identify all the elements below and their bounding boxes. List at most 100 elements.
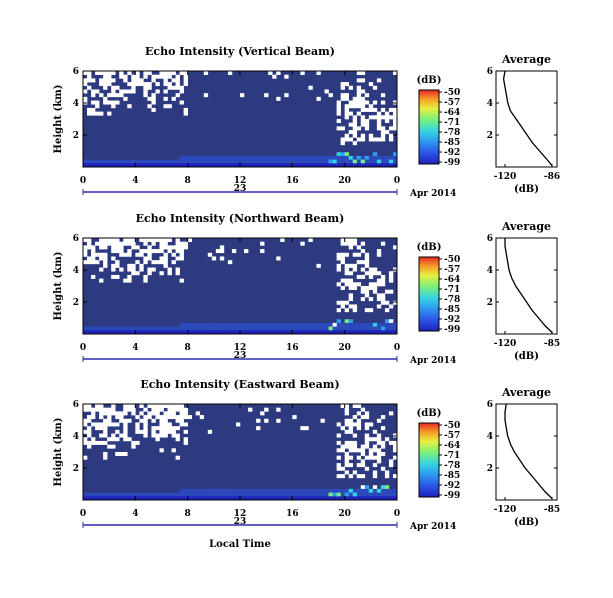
colorbar-tick-label: -78: [444, 128, 460, 138]
no-data-cell: [87, 444, 92, 449]
no-data-cell: [179, 89, 184, 94]
echo-cell: [288, 330, 293, 334]
echo-cell: [195, 155, 201, 167]
no-data-cell: [167, 238, 172, 242]
no-data-cell: [131, 245, 136, 250]
no-data-cell: [147, 82, 152, 87]
echo-cell: [380, 155, 386, 167]
echo-cell: [292, 322, 297, 334]
no-data-cell: [127, 238, 132, 242]
no-data-cell: [219, 249, 225, 254]
no-data-cell: [115, 85, 120, 90]
echo-cell: [300, 488, 305, 500]
no-data-cell: [276, 407, 281, 412]
y-tick-label: 6: [73, 400, 79, 410]
no-data-cell: [167, 422, 172, 427]
no-data-cell: [360, 78, 366, 83]
no-data-cell: [171, 260, 176, 265]
no-data-cell: [356, 104, 362, 109]
no-data-cell: [340, 404, 345, 408]
no-data-cell: [91, 407, 96, 412]
no-data-cell: [83, 407, 88, 412]
echo-cell: [336, 152, 341, 156]
no-data-cell: [352, 433, 358, 438]
no-data-cell: [368, 286, 374, 290]
echo-cell: [388, 496, 394, 500]
no-data-cell: [87, 71, 92, 75]
echo-cell: [348, 155, 354, 160]
no-data-cell: [348, 304, 354, 309]
no-data-cell: [163, 74, 168, 79]
colorbar-tick-label: -92: [444, 148, 460, 158]
no-data-cell: [143, 238, 148, 242]
echo-cell: [372, 488, 378, 500]
no-data-cell: [103, 82, 108, 87]
no-data-cell: [155, 426, 160, 431]
echo-cell: [348, 322, 354, 334]
no-data-cell: [151, 78, 156, 83]
no-data-cell: [159, 426, 164, 431]
no-data-cell: [227, 71, 233, 75]
no-data-cell: [99, 426, 104, 431]
no-data-cell: [348, 418, 354, 423]
no-data-cell: [91, 78, 96, 83]
echo-cell: [119, 330, 124, 334]
no-data-cell: [99, 407, 104, 412]
no-data-cell: [131, 440, 136, 445]
no-data-cell: [171, 96, 176, 101]
no-data-cell: [83, 437, 88, 442]
y-axis-label: Height (km): [53, 418, 64, 487]
no-data-cell: [99, 440, 104, 445]
echo-cell: [280, 330, 285, 334]
no-data-cell: [83, 418, 88, 423]
echo-cell: [296, 496, 301, 500]
no-data-cell: [111, 245, 116, 250]
echo-cell: [256, 488, 261, 500]
no-data-cell: [368, 452, 374, 456]
average-title: Average: [501, 53, 551, 66]
no-data-cell: [360, 241, 366, 246]
no-data-cell: [139, 429, 144, 434]
x-tick-label: 20: [338, 176, 351, 186]
no-data-cell: [103, 85, 108, 90]
no-data-cell: [87, 111, 92, 116]
no-data-cell: [380, 415, 386, 420]
no-data-cell: [372, 85, 378, 90]
no-data-cell: [344, 271, 349, 276]
echo-cell: [219, 330, 225, 334]
no-data-cell: [155, 437, 160, 442]
no-data-cell: [352, 470, 358, 475]
no-data-cell: [356, 260, 362, 265]
date-number: 23: [234, 517, 247, 527]
no-data-cell: [143, 82, 148, 87]
no-data-cell: [83, 455, 88, 460]
no-data-cell: [103, 411, 108, 416]
no-data-cell: [376, 459, 382, 464]
echo-cell: [372, 485, 378, 489]
no-data-cell: [368, 297, 374, 302]
no-data-cell: [352, 415, 358, 420]
no-data-cell: [111, 104, 116, 109]
no-data-cell: [364, 289, 370, 294]
no-data-cell: [352, 126, 358, 131]
no-data-cell: [167, 411, 172, 416]
echo-cell: [211, 155, 217, 167]
echo-cell: [91, 330, 96, 334]
no-data-cell: [115, 93, 120, 98]
no-data-cell: [348, 422, 354, 427]
no-data-cell: [348, 455, 354, 460]
echo-cell: [91, 496, 96, 500]
no-data-cell: [171, 245, 176, 250]
echo-cell: [356, 330, 362, 334]
no-data-cell: [344, 104, 349, 109]
no-data-cell: [336, 455, 341, 460]
no-data-cell: [256, 418, 261, 423]
no-data-cell: [87, 426, 92, 431]
echo-cell: [272, 488, 277, 500]
echo-cell: [163, 330, 168, 334]
no-data-cell: [115, 238, 120, 242]
no-data-cell: [380, 115, 386, 120]
echo-cell: [356, 155, 362, 160]
no-data-cell: [179, 249, 184, 254]
no-data-cell: [380, 133, 386, 138]
